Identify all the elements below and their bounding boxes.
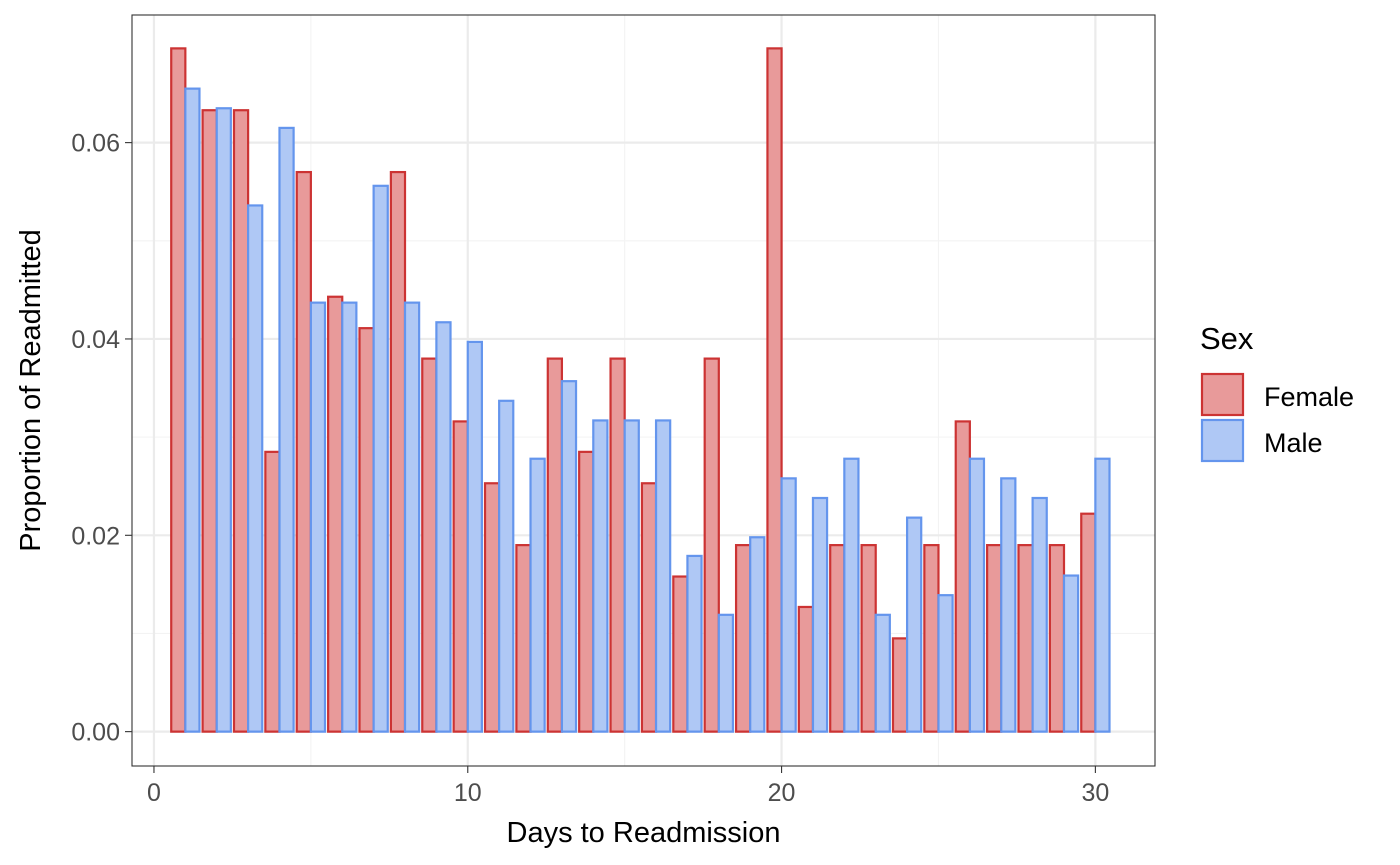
bar-female-day-1 <box>170 47 187 733</box>
bar-female-day-17 <box>672 575 689 733</box>
bar-male-day-2 <box>215 107 232 733</box>
bar-female-day-20 <box>766 47 783 733</box>
bar-male-day-11 <box>498 399 515 733</box>
y-tick-label: 0.02 <box>71 522 120 550</box>
bar-male-day-18 <box>717 613 735 733</box>
bar-male-day-23 <box>874 613 891 733</box>
bar-male-day-29 <box>1062 574 1080 733</box>
legend: Sex Female Male <box>1200 321 1354 463</box>
bar-male-day-7 <box>372 184 389 733</box>
bar-male-day-24 <box>905 516 923 733</box>
bar-female-day-12 <box>515 544 532 733</box>
bar-female-day-24 <box>891 637 909 733</box>
bar-male-day-9 <box>435 321 452 733</box>
bar-male-day-19 <box>749 536 766 733</box>
bar-male-day-10 <box>466 340 483 733</box>
bar-female-day-10 <box>452 420 469 733</box>
y-axis: 0.00 0.02 0.04 0.06 <box>71 130 132 747</box>
legend-key-male <box>1200 418 1245 463</box>
y-tick-label: 0.04 <box>71 326 120 354</box>
legend-title: Sex <box>1200 321 1254 356</box>
bar-female-day-25 <box>923 544 940 733</box>
bar-female-day-5 <box>295 170 312 733</box>
y-tick-label: 0.00 <box>71 719 120 747</box>
legend-items: Female Male <box>1200 372 1354 463</box>
bar-female-day-3 <box>232 109 250 733</box>
bar-female-day-14 <box>578 450 595 733</box>
bar-female-day-11 <box>483 482 501 733</box>
bar-female-day-9 <box>421 357 438 733</box>
bar-male-day-16 <box>654 419 672 733</box>
x-tick-label: 20 <box>768 779 796 807</box>
bar-female-day-16 <box>640 482 658 733</box>
bar-male-day-14 <box>592 419 609 733</box>
bar-female-day-7 <box>358 327 375 733</box>
bar-female-day-23 <box>860 544 877 733</box>
bar-female-day-28 <box>1017 544 1034 733</box>
bar-male-day-13 <box>560 380 578 733</box>
bar-male-day-28 <box>1031 496 1048 733</box>
bar-male-day-25 <box>937 594 954 733</box>
bar-male-day-20 <box>780 477 797 733</box>
bar-female-day-29 <box>1048 544 1066 733</box>
bar-male-day-6 <box>341 301 358 733</box>
bar-female-day-27 <box>986 544 1003 733</box>
x-tick-label: 0 <box>147 779 161 807</box>
bar-male-day-26 <box>968 457 986 733</box>
bar-female-day-4 <box>264 450 281 733</box>
bar-female-day-2 <box>201 109 218 733</box>
bar-female-day-19 <box>734 544 752 733</box>
bar-male-day-1 <box>184 87 201 733</box>
legend-label-male: Male <box>1264 428 1323 458</box>
bar-female-day-18 <box>703 357 720 733</box>
bar-male-day-21 <box>811 496 829 733</box>
bar-male-day-17 <box>686 554 703 733</box>
bar-male-day-30 <box>1094 457 1111 733</box>
bar-female-day-15 <box>609 357 626 733</box>
bar-male-day-15 <box>623 419 640 733</box>
legend-label-female: Female <box>1264 382 1354 412</box>
bar-female-day-13 <box>546 357 564 733</box>
x-axis: 0 10 20 30 <box>147 766 1109 807</box>
bar-female-day-26 <box>954 420 971 733</box>
bar-male-day-3 <box>247 204 264 733</box>
bar-female-day-6 <box>327 295 344 733</box>
bar-male-day-5 <box>309 301 327 733</box>
bars-group <box>170 47 1111 733</box>
bar-female-day-21 <box>797 605 815 733</box>
bar-female-day-8 <box>389 170 407 733</box>
x-tick-label: 30 <box>1081 779 1109 807</box>
bar-male-day-8 <box>403 301 421 733</box>
x-tick-label: 10 <box>454 779 482 807</box>
y-tick-label: 0.06 <box>71 130 120 158</box>
bar-female-day-22 <box>829 544 846 733</box>
x-axis-title: Days to Readmission <box>507 817 781 849</box>
y-axis-title: Proportion of Readmitted <box>15 229 47 551</box>
legend-key-female <box>1200 372 1245 417</box>
bar-male-day-22 <box>843 457 860 733</box>
bar-male-day-12 <box>529 457 546 733</box>
bar-male-day-4 <box>278 126 295 733</box>
bar-male-day-27 <box>1000 477 1017 733</box>
bar-female-day-30 <box>1080 512 1097 733</box>
plot-panel-border <box>131 14 1156 767</box>
